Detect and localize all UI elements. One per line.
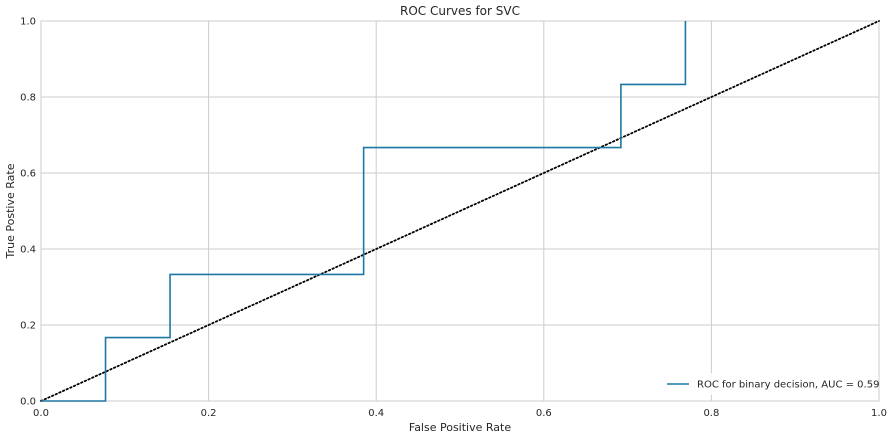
y-tick-label: 0.4 — [20, 245, 36, 256]
x-axis-label: False Positive Rate — [409, 421, 511, 434]
legend: ROC for binary decision, AUC = 0.59 — [659, 373, 879, 395]
series-layer — [40, 20, 880, 402]
x-tick-label: 1.0 — [871, 408, 887, 419]
plot-frame — [40, 20, 880, 402]
y-axis-label: True Postive Rate — [4, 163, 17, 259]
x-tick-label: 0.6 — [536, 408, 552, 419]
y-tick-label: 1.0 — [20, 17, 36, 28]
y-tick-label: 0.6 — [20, 169, 36, 180]
y-tick-label: 0.2 — [20, 321, 36, 332]
chart-title: ROC Curves for SVC — [400, 4, 520, 18]
y-tick-label: 0.0 — [20, 397, 36, 408]
legend-box — [659, 373, 873, 395]
x-tick-label: 0.8 — [703, 408, 719, 419]
x-tick-label: 0.4 — [368, 408, 384, 419]
x-tick-label: 0.2 — [201, 408, 217, 419]
tick-labels: 0.0 0.2 0.4 0.6 0.8 1.0 0.0 0.2 0.4 0.6 0.8 1.0 — [20, 17, 887, 420]
legend-label: ROC for binary decision, AUC = 0.59 — [697, 380, 879, 391]
roc-curve-line — [41, 21, 687, 402]
y-tick-label: 0.8 — [20, 93, 36, 104]
random-baseline-line — [40, 20, 880, 402]
x-tick-label: 0.0 — [33, 408, 49, 419]
grid-lines — [40, 20, 880, 402]
